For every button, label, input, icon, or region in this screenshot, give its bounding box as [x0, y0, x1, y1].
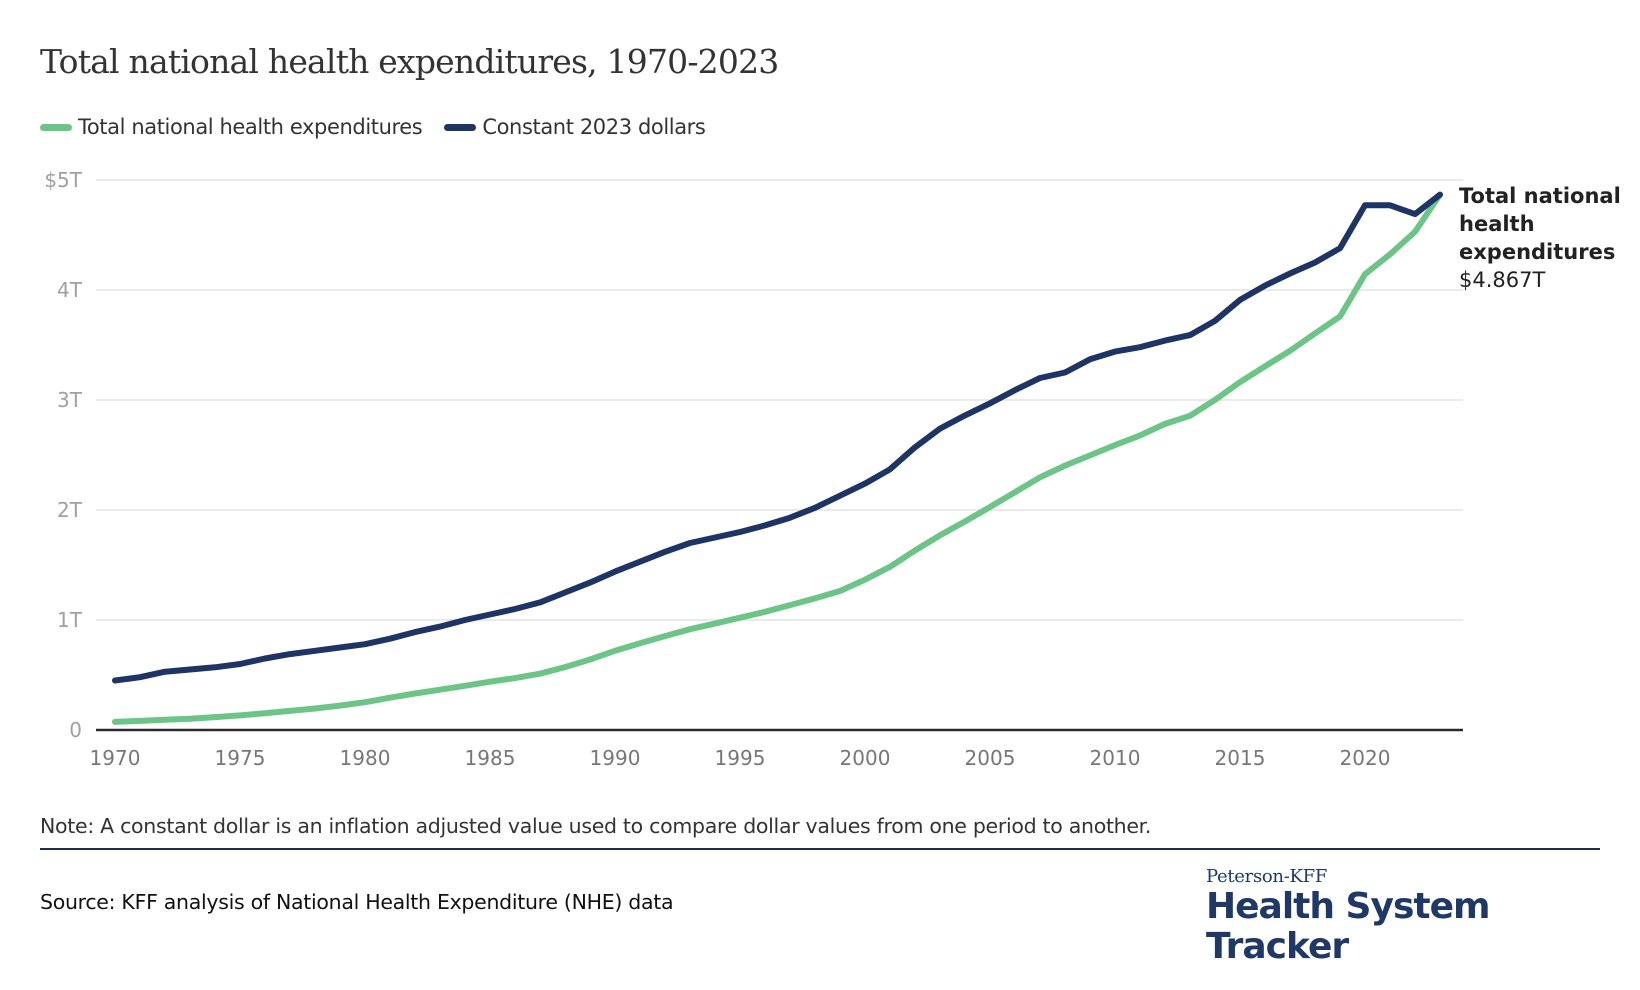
y-tick-label: 4T: [57, 278, 83, 302]
x-axis-ticks: 1970 1975 1980 1985 1990 1995 2000 2005 2010 2015…: [90, 746, 1391, 770]
series-line-constant-dollars: [112, 191, 1443, 684]
legend-item-total: Total national health expenditures: [40, 115, 423, 139]
x-tick-label: 1975: [215, 746, 266, 770]
y-tick-label: 3T: [57, 388, 83, 412]
chart-note: Note: A constant dollar is an inflation …: [40, 814, 1152, 838]
legend-swatch-total: [40, 123, 72, 131]
x-tick-label: 2005: [965, 746, 1016, 770]
x-tick-label: 1970: [90, 746, 141, 770]
logo-subtitle: Peterson-KFF: [1206, 866, 1328, 887]
line-chart: 0 1T 2T 3T 4T $5T 1970 1975 1980 1985 1990 1995 200…: [44, 168, 1463, 770]
end-annotation-value: $4.867T: [1459, 268, 1546, 292]
x-tick-label: 1990: [590, 746, 641, 770]
y-axis-ticks: 0 1T 2T 3T 4T $5T: [44, 168, 82, 742]
x-tick-label: 1995: [715, 746, 766, 770]
series-group: [112, 191, 1443, 725]
end-annotation: Total national health expenditures $4.86…: [1459, 182, 1629, 294]
legend-swatch-constant: [444, 123, 477, 131]
end-annotation-label: Total national health expenditures: [1459, 184, 1621, 264]
y-tick-label: 2T: [57, 498, 83, 522]
legend-label-total: Total national health expenditures: [78, 115, 423, 139]
brand-logo: Peterson-KFF Health System Tracker: [1206, 866, 1640, 967]
x-tick-label: 2010: [1090, 746, 1141, 770]
legend-label-constant: Constant 2023 dollars: [482, 115, 706, 139]
y-tick-label: 0: [69, 718, 82, 742]
legend: Total national health expenditures Const…: [40, 115, 706, 139]
chart-source: Source: KFF analysis of National Health …: [40, 890, 674, 914]
chart-title: Total national health expenditures, 1970…: [40, 42, 779, 81]
x-tick-label: 2015: [1215, 746, 1266, 770]
grid-lines: [96, 179, 1463, 621]
x-tick-label: 2020: [1340, 746, 1391, 770]
x-tick-label: 1985: [465, 746, 516, 770]
footer-divider: [40, 848, 1600, 850]
x-tick-label: 2000: [840, 746, 891, 770]
y-tick-label: $5T: [44, 168, 82, 192]
series-line-total: [112, 191, 1443, 725]
x-tick-label: 1980: [340, 746, 391, 770]
logo-title: Health System Tracker: [1206, 886, 1491, 967]
y-tick-label: 1T: [57, 608, 83, 632]
legend-item-constant: Constant 2023 dollars: [444, 115, 706, 139]
